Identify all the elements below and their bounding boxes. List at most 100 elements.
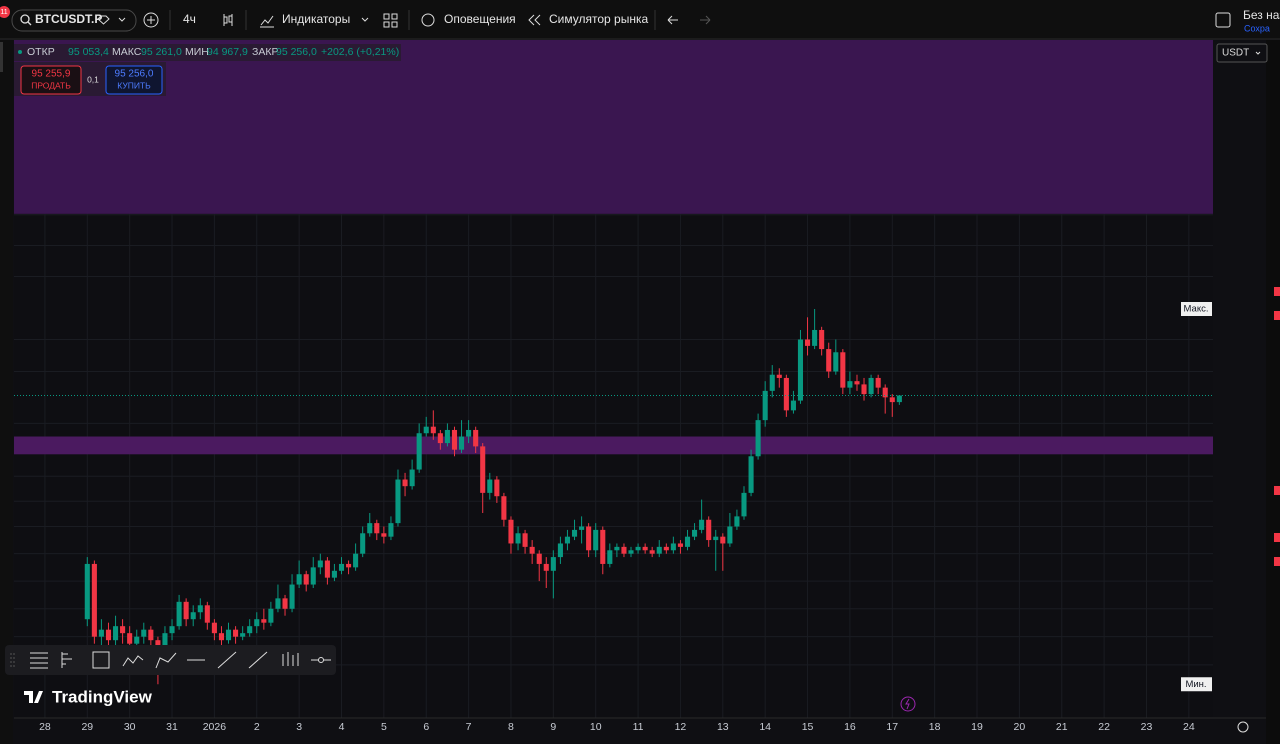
x-tick-label: 29: [81, 721, 93, 733]
x-tick-label: 4: [339, 721, 345, 733]
candle-body: [790, 400, 796, 411]
ray-tool[interactable]: [217, 651, 237, 669]
brush-tool[interactable]: [155, 652, 177, 669]
x-tick-label: 14: [759, 721, 771, 733]
candle-body: [444, 429, 450, 444]
legend-label: МАКС: [112, 46, 142, 58]
add-icon[interactable]: [143, 12, 159, 28]
x-tick-label: 16: [844, 721, 856, 733]
diamond-icon[interactable]: [97, 15, 110, 25]
layout-checkbox[interactable]: [1215, 12, 1231, 28]
candle-body: [649, 550, 655, 554]
buy-button[interactable]: [105, 65, 163, 95]
notification-badge[interactable]: [0, 6, 10, 18]
candle-body: [677, 543, 683, 547]
candle-body: [854, 381, 860, 385]
settings-button[interactable]: [1237, 721, 1249, 733]
cursor-tool: [318, 657, 324, 663]
candle-body: [338, 563, 345, 571]
candle-body: [113, 626, 119, 641]
candle-body: [268, 608, 274, 623]
legend-label: ЗАКР: [252, 46, 278, 58]
candle-body: [564, 536, 570, 544]
candle-body: [275, 598, 281, 609]
candle-body: [169, 626, 175, 634]
candle-body: [120, 626, 126, 634]
candle-body: [360, 533, 366, 554]
replay-icon: [528, 14, 541, 26]
candle-body: [473, 429, 479, 447]
legend-value: 95 261,0: [141, 46, 182, 58]
candle-body: [331, 570, 337, 578]
sell-price: 95 255,9: [32, 69, 71, 80]
trend-line-tool[interactable]: [248, 651, 268, 669]
currency-button[interactable]: [1216, 43, 1268, 63]
x-tick-label: 2026: [203, 721, 227, 733]
legend-label: МИН: [185, 46, 209, 58]
candle-body: [819, 329, 825, 350]
long-position-tool[interactable]: [282, 652, 299, 666]
candle-body: [353, 553, 359, 568]
drawing-toolbar: [5, 645, 336, 675]
candle-body: [833, 352, 839, 372]
candle-body: [303, 574, 309, 585]
status-dot: [18, 50, 22, 54]
candle-body: [868, 377, 874, 395]
candle-body: [805, 339, 811, 346]
save-status: Сохра: [1244, 23, 1270, 33]
candle-body: [663, 546, 669, 551]
candles: [84, 308, 902, 685]
alerts-button[interactable]: Оповещения: [444, 12, 516, 26]
candle-body: [480, 446, 486, 493]
candle-body: [162, 633, 168, 648]
candle-body: [155, 640, 161, 648]
redo-button[interactable]: [700, 15, 711, 25]
candle-body: [127, 633, 133, 644]
candle-body: [458, 436, 465, 450]
candle-body: [247, 626, 253, 634]
candle-body: [607, 550, 613, 564]
events-icon[interactable]: [900, 696, 916, 712]
logo-mark: [24, 691, 43, 703]
buy-label: КУПИТЬ: [117, 80, 151, 90]
symbol[interactable]: BTCUSDT.P: [35, 12, 102, 26]
layout-name[interactable]: Без наз: [1243, 8, 1280, 22]
sell-button[interactable]: [20, 65, 82, 95]
replay-button[interactable]: Симулятор рынка: [549, 12, 648, 26]
left-sidebar: [0, 40, 13, 744]
candle-body: [317, 560, 323, 568]
candle-body: [861, 384, 867, 395]
templates-icon[interactable]: [383, 13, 398, 28]
candle-body: [812, 329, 818, 346]
marker-title-bg: [1181, 301, 1212, 316]
spread: 0,1: [87, 74, 99, 84]
undo-button[interactable]: [667, 15, 678, 25]
legend-label: ОТКР: [27, 46, 55, 58]
symbol-search[interactable]: [11, 9, 137, 32]
candle-body: [515, 533, 521, 544]
pitchfork-tool[interactable]: [61, 652, 72, 668]
candle-body: [621, 546, 627, 554]
interval[interactable]: 4ч: [183, 12, 196, 26]
fib-tool[interactable]: [30, 652, 48, 669]
pattern-tool[interactable]: [122, 655, 144, 667]
candle-body: [261, 619, 267, 623]
candle-body: [190, 612, 196, 620]
candle-body: [571, 529, 578, 537]
candle-body: [494, 479, 500, 497]
currency: USDT: [1222, 48, 1249, 59]
sidebar-handle: [0, 42, 3, 72]
chart-type-icon[interactable]: [223, 14, 233, 26]
indicators-button[interactable]: Индикаторы: [282, 12, 350, 26]
x-tick-label: 11: [633, 721, 644, 733]
candle-body: [600, 529, 606, 564]
x-tick-label: 18: [929, 721, 941, 733]
rectangle-tool[interactable]: [92, 651, 110, 669]
candle-body: [367, 523, 373, 534]
search-icon: [27, 21, 32, 26]
badge-count: 11: [0, 9, 7, 16]
candle-body: [240, 633, 246, 637]
x-tick-label: 3: [296, 721, 302, 733]
